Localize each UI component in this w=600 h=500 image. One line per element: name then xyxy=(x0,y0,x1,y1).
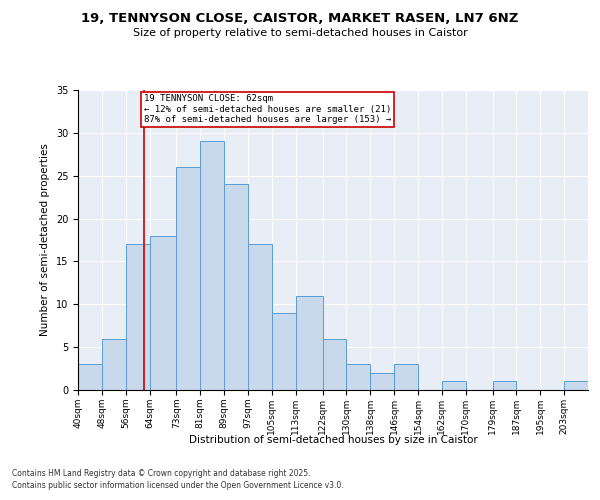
Bar xyxy=(272,313,296,390)
Bar xyxy=(126,244,149,390)
Text: Size of property relative to semi-detached houses in Caistor: Size of property relative to semi-detach… xyxy=(133,28,467,38)
Bar xyxy=(346,364,370,390)
Y-axis label: Number of semi-detached properties: Number of semi-detached properties xyxy=(40,144,50,336)
Bar xyxy=(149,236,176,390)
Bar xyxy=(323,338,346,390)
Bar xyxy=(493,382,517,390)
Text: Distribution of semi-detached houses by size in Caistor: Distribution of semi-detached houses by … xyxy=(188,435,478,445)
Bar xyxy=(248,244,272,390)
Bar xyxy=(442,382,466,390)
Bar xyxy=(394,364,418,390)
Bar xyxy=(78,364,102,390)
Bar xyxy=(102,338,126,390)
Bar xyxy=(564,382,588,390)
Bar xyxy=(176,167,200,390)
Bar xyxy=(224,184,248,390)
Text: Contains HM Land Registry data © Crown copyright and database right 2025.: Contains HM Land Registry data © Crown c… xyxy=(12,468,311,477)
Bar xyxy=(370,373,394,390)
Text: 19 TENNYSON CLOSE: 62sqm
← 12% of semi-detached houses are smaller (21)
87% of s: 19 TENNYSON CLOSE: 62sqm ← 12% of semi-d… xyxy=(143,94,391,124)
Text: Contains public sector information licensed under the Open Government Licence v3: Contains public sector information licen… xyxy=(12,481,344,490)
Bar xyxy=(296,296,323,390)
Text: 19, TENNYSON CLOSE, CAISTOR, MARKET RASEN, LN7 6NZ: 19, TENNYSON CLOSE, CAISTOR, MARKET RASE… xyxy=(82,12,518,26)
Bar xyxy=(200,142,224,390)
